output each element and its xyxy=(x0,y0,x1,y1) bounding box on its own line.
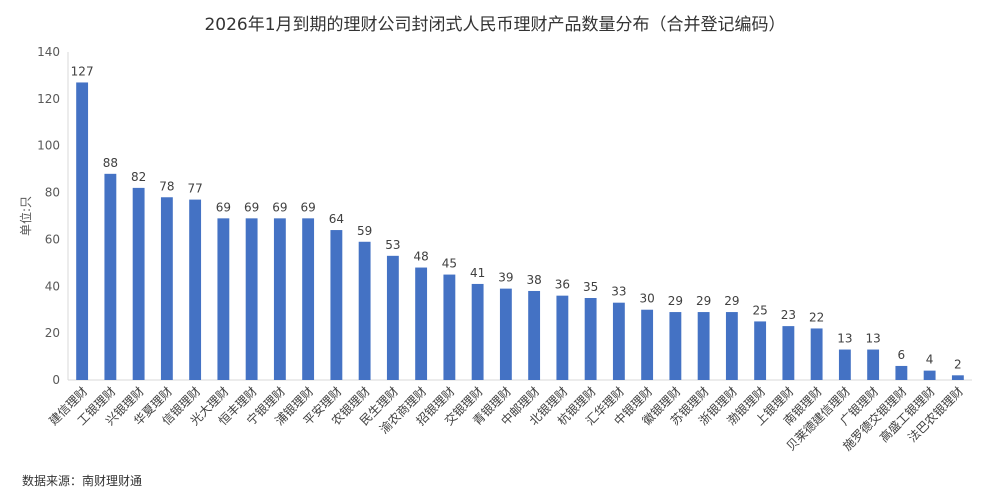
bar xyxy=(471,283,484,380)
bar-value-label: 25 xyxy=(752,303,767,317)
bar xyxy=(330,230,343,380)
bar xyxy=(641,309,654,380)
bar xyxy=(612,302,625,380)
bar-value-label: 35 xyxy=(583,280,598,294)
bar-value-label: 69 xyxy=(272,200,287,214)
bar xyxy=(358,241,371,380)
y-tick-label: 40 xyxy=(45,279,60,293)
y-tick-label: 100 xyxy=(37,139,60,153)
bar xyxy=(415,267,428,380)
y-tick-label: 60 xyxy=(45,232,60,246)
bar xyxy=(782,326,795,380)
bar xyxy=(273,218,286,380)
bar-value-label: 69 xyxy=(244,200,259,214)
bar-value-label: 30 xyxy=(639,292,654,306)
bar-value-label: 13 xyxy=(837,332,852,346)
y-axis-label: 单位:只 xyxy=(18,196,33,236)
y-tick-label: 120 xyxy=(37,92,60,106)
bar xyxy=(132,187,145,380)
bar-value-label: 69 xyxy=(300,200,315,214)
bar xyxy=(556,295,569,380)
bar xyxy=(302,218,315,380)
bar xyxy=(104,173,117,380)
bar xyxy=(499,288,512,380)
bar xyxy=(697,312,710,380)
y-tick-label: 80 xyxy=(45,186,60,200)
bar xyxy=(584,298,597,380)
bar xyxy=(76,82,89,380)
bar-value-label: 39 xyxy=(498,271,513,285)
y-tick-label: 20 xyxy=(45,326,60,340)
bar-value-label: 64 xyxy=(329,212,344,226)
bar xyxy=(443,274,456,380)
bar-value-label: 53 xyxy=(385,238,400,252)
bar-value-label: 48 xyxy=(413,250,428,264)
bar-value-label: 6 xyxy=(898,348,906,362)
chart-title: 2026年1月到期的理财公司封闭式人民币理财产品数量分布（合并登记编码） xyxy=(204,15,786,35)
bar-value-label: 33 xyxy=(611,285,626,299)
bar xyxy=(810,328,823,380)
bar xyxy=(951,375,964,380)
bar-value-label: 23 xyxy=(781,308,796,322)
bar-value-label: 29 xyxy=(696,294,711,308)
bar-value-label: 2 xyxy=(954,357,962,371)
bar-value-label: 13 xyxy=(865,332,880,346)
bar-value-label: 36 xyxy=(555,278,570,292)
bar xyxy=(189,199,202,380)
bar xyxy=(754,321,767,380)
bar xyxy=(217,218,230,380)
bar xyxy=(838,349,851,380)
bar-value-label: 88 xyxy=(103,156,118,170)
bar xyxy=(923,370,936,380)
bar xyxy=(867,349,880,380)
bar xyxy=(669,312,682,380)
bar-value-label: 59 xyxy=(357,224,372,238)
bar-value-label: 41 xyxy=(470,266,485,280)
bar xyxy=(160,197,173,380)
source-note: 数据来源：南财理财通 xyxy=(22,474,143,488)
bar xyxy=(386,255,399,380)
bar-value-label: 77 xyxy=(187,182,202,196)
bar-value-label: 78 xyxy=(159,179,174,193)
bar-value-label: 69 xyxy=(216,200,231,214)
bar-value-label: 82 xyxy=(131,170,146,184)
bar xyxy=(245,218,258,380)
bar-value-label: 38 xyxy=(526,273,541,287)
bar-value-label: 127 xyxy=(71,64,94,78)
bar-value-label: 29 xyxy=(724,294,739,308)
bar-value-label: 22 xyxy=(809,310,824,324)
bar-value-label: 29 xyxy=(668,294,683,308)
bar-value-label: 45 xyxy=(442,257,457,271)
bar-value-label: 4 xyxy=(926,353,934,367)
bar xyxy=(528,290,541,380)
y-tick-label: 0 xyxy=(52,373,60,387)
bar xyxy=(895,365,908,380)
y-tick-label: 140 xyxy=(37,45,60,59)
bar xyxy=(725,312,738,380)
